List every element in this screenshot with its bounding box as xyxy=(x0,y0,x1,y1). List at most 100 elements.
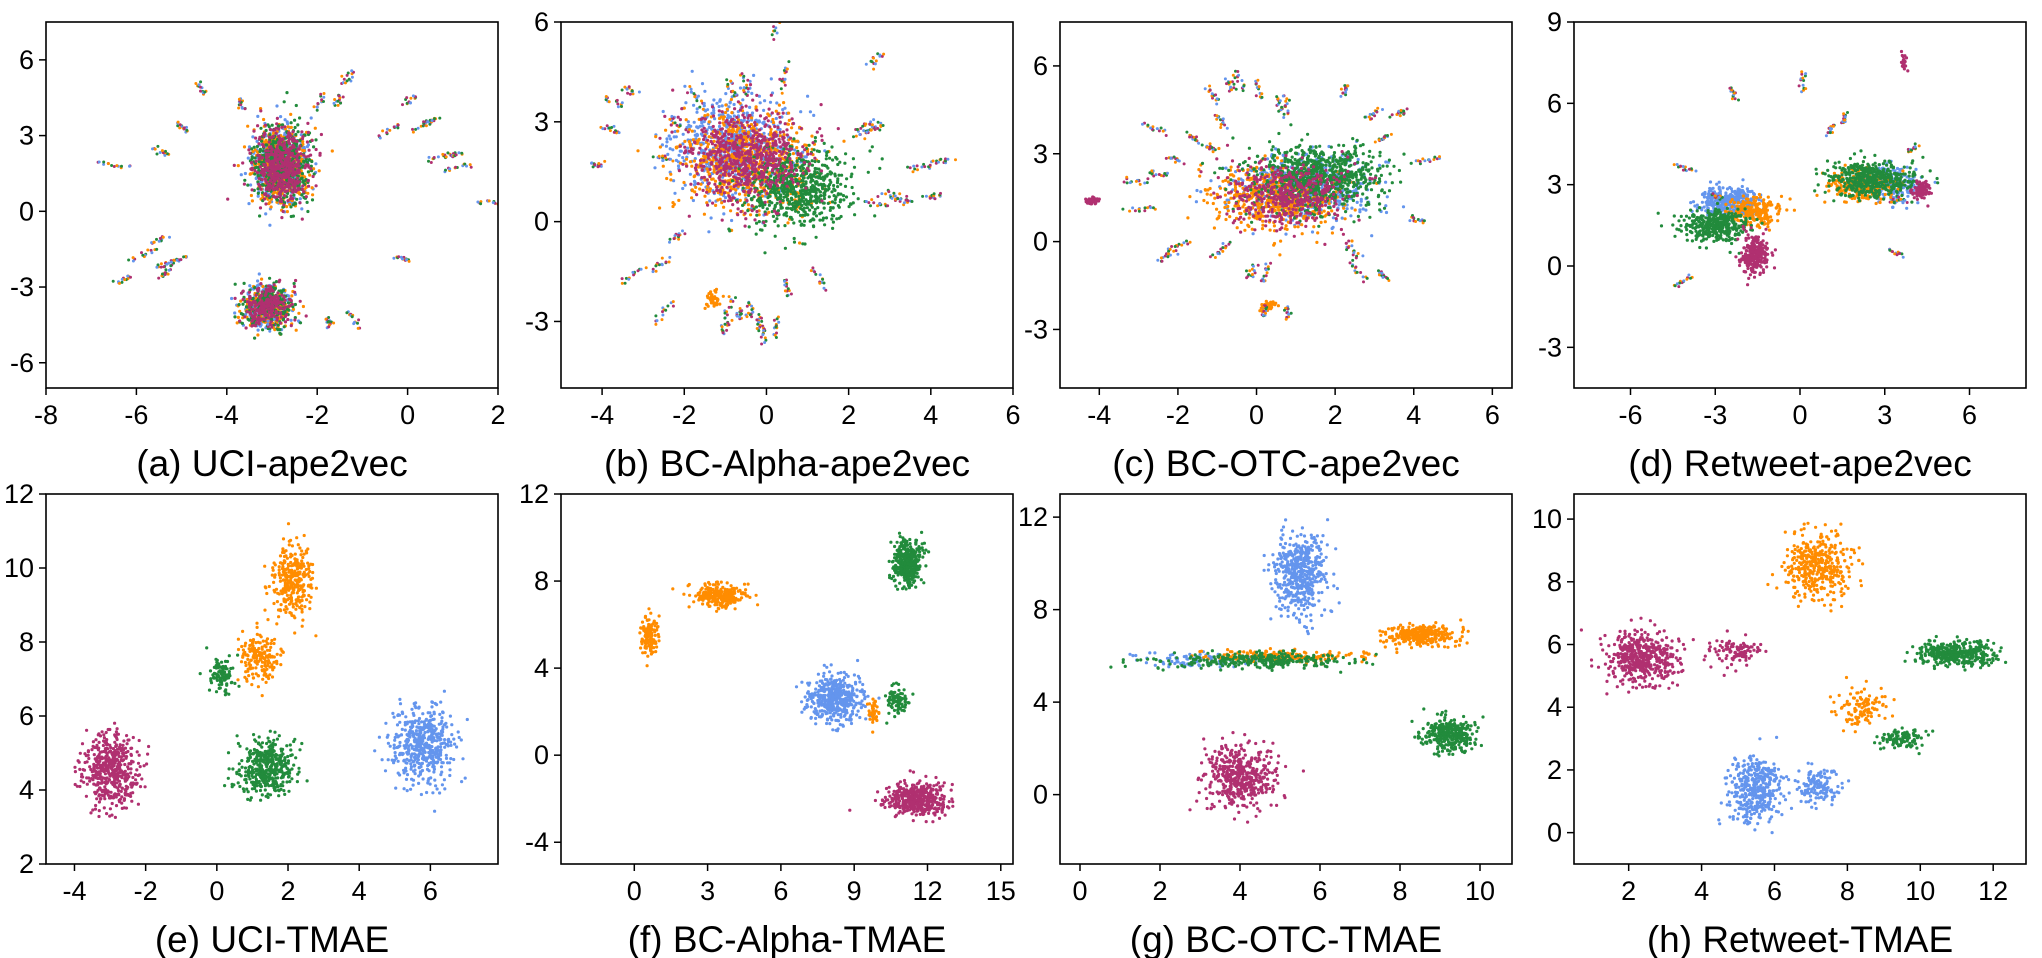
scatter-point xyxy=(266,194,270,198)
scatter-point xyxy=(265,155,269,159)
scatter-point xyxy=(714,146,718,150)
scatter-point xyxy=(282,295,286,299)
scatter-point xyxy=(256,180,260,184)
scatter-point xyxy=(693,157,697,161)
scatter-point xyxy=(242,182,246,186)
scatter-point xyxy=(293,316,297,320)
scatter-point xyxy=(724,196,728,200)
scatter-point xyxy=(126,274,130,278)
scatter-point xyxy=(280,164,284,169)
scatter-point xyxy=(266,284,270,288)
scatter-point xyxy=(798,219,802,223)
scatter-point xyxy=(747,185,751,189)
scatter-point xyxy=(281,288,286,292)
points-b xyxy=(590,22,957,346)
scatter-point xyxy=(764,184,768,188)
scatter-point xyxy=(102,160,106,164)
scatter-point xyxy=(830,190,834,194)
scatter-point xyxy=(275,198,280,202)
scatter-point xyxy=(253,300,257,304)
scatter-point xyxy=(270,123,274,127)
scatter-point xyxy=(293,125,297,130)
scatter-point xyxy=(808,208,812,212)
scatter-point xyxy=(297,311,301,315)
scatter-point xyxy=(294,202,298,206)
scatter-point xyxy=(110,164,114,167)
x-tick-label: 2 xyxy=(490,400,505,430)
scatter-point xyxy=(743,193,747,197)
scatter-point xyxy=(836,185,840,189)
scatter-point xyxy=(295,165,299,169)
scatter-point xyxy=(274,131,278,135)
scatter-point xyxy=(705,294,710,298)
scatter-point xyxy=(706,142,711,146)
scatter-point xyxy=(283,298,287,302)
scatter-point xyxy=(703,114,707,118)
scatter-point xyxy=(167,268,171,272)
scatter-point xyxy=(710,111,714,115)
scatter-point xyxy=(289,318,293,322)
scatter-point xyxy=(294,328,298,332)
scatter-point xyxy=(682,106,686,110)
scatter-point xyxy=(282,180,286,184)
scatter-point xyxy=(316,102,320,105)
scatter-point xyxy=(282,307,286,311)
scatter-point xyxy=(164,268,168,272)
scatter-point xyxy=(698,187,702,191)
scatter-point xyxy=(852,165,857,169)
scatter-point xyxy=(287,185,291,189)
scatter-point xyxy=(250,199,254,203)
scatter-point xyxy=(708,199,712,203)
scatter-point xyxy=(304,314,308,318)
scatter-point xyxy=(264,128,268,133)
scatter-point xyxy=(675,145,679,149)
scatter-point xyxy=(298,197,302,201)
scatter-point xyxy=(285,205,289,209)
scatter-point xyxy=(385,131,389,135)
scatter-point xyxy=(279,175,283,179)
scatter-point xyxy=(797,194,801,198)
scatter-point xyxy=(307,154,311,158)
scatter-point xyxy=(454,153,458,157)
scatter-point xyxy=(796,139,800,143)
scatter-point xyxy=(353,320,356,324)
scatter-point xyxy=(248,296,252,300)
scatter-point xyxy=(253,148,257,152)
scatter-point xyxy=(778,127,782,132)
scatter-point xyxy=(712,98,716,102)
scatter-point xyxy=(717,113,721,117)
scatter-point xyxy=(687,123,691,127)
scatter-point xyxy=(749,197,754,201)
scatter-point xyxy=(320,98,324,102)
scatter-point xyxy=(752,155,756,159)
scatter-point xyxy=(237,303,241,307)
scatter-point xyxy=(302,190,306,194)
scatter-point xyxy=(146,248,150,252)
scatter-point xyxy=(258,157,262,161)
scatter-point xyxy=(350,75,354,79)
scatter-point xyxy=(271,306,275,310)
scatter-point xyxy=(770,201,774,205)
scatter-point xyxy=(677,198,681,202)
scatter-point xyxy=(243,107,247,111)
scatter-point xyxy=(97,160,101,164)
panel-caption: (a) UCI-ape2vec xyxy=(136,443,407,484)
scatter-point xyxy=(239,312,243,316)
scatter-point xyxy=(289,121,293,125)
scatter-point xyxy=(274,304,278,308)
scatter-point xyxy=(660,143,665,147)
y-tick-label: -6 xyxy=(10,348,34,378)
scatter-point xyxy=(250,319,254,323)
scatter-point xyxy=(310,138,314,142)
scatter-point xyxy=(692,120,696,124)
scatter-point xyxy=(812,185,816,189)
scatter-point xyxy=(438,116,442,120)
scatter-point xyxy=(267,188,272,192)
scatter-point xyxy=(241,161,245,165)
scatter-point xyxy=(246,124,250,128)
scatter-point xyxy=(714,290,718,294)
scatter-point xyxy=(285,178,289,182)
scatter-point xyxy=(266,169,270,173)
scatter-point xyxy=(669,137,673,141)
scatter-point xyxy=(336,103,340,107)
